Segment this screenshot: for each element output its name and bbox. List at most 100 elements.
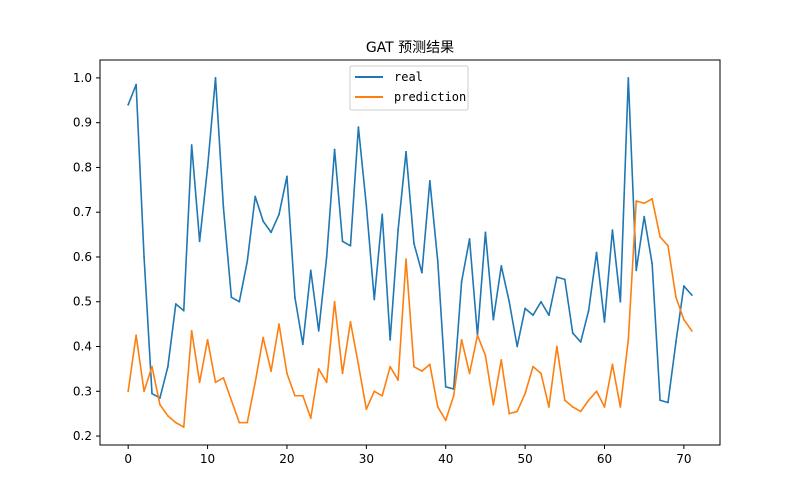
data-point-real [516,345,519,348]
data-point-prediction [159,403,161,406]
data-point-real [166,365,169,368]
data-point-real [635,269,638,272]
data-point-prediction [301,394,304,397]
data-point-prediction [548,406,550,408]
data-point-real [484,231,487,234]
data-point-real [468,238,471,240]
data-point-real [397,229,399,232]
x-axis: 0 10 20 30 40 50 60 70 [124,445,692,466]
x-tick-label: 20 [279,452,294,466]
data-point-prediction [571,406,574,408]
y-tick-label: 0.6 [73,250,92,264]
legend-label-real: real [394,70,423,84]
data-point-real [159,397,161,399]
data-point-prediction [421,370,423,373]
data-point-real [309,269,312,272]
data-point-prediction [500,359,503,361]
data-point-prediction [667,244,669,247]
data-point-real [262,220,265,223]
data-point-prediction [555,345,558,348]
data-point-prediction [222,376,225,379]
data-point-real [563,278,566,281]
data-point-real [349,244,352,247]
series-line-real [127,77,693,404]
data-point-prediction [127,390,130,393]
data-point-real [524,307,527,310]
data-point-real [460,280,463,283]
data-point-prediction [182,426,185,428]
data-point-real [444,385,447,388]
data-point-real [381,213,384,216]
data-point-real [341,240,344,243]
data-point-prediction [317,368,320,370]
data-point-real [667,401,669,404]
data-point-real [675,341,677,343]
data-point-prediction [524,392,527,395]
data-point-prediction [198,381,201,384]
data-point-real [627,77,630,79]
data-point-prediction [174,421,177,424]
data-point-prediction [309,417,312,420]
data-point-real [238,300,241,303]
data-point-prediction [452,394,455,397]
data-point-real [365,204,368,207]
data-point-real [548,314,550,317]
legend-label-prediction: prediction [394,90,466,104]
data-point-real [127,103,130,106]
data-point-real [611,229,614,232]
x-tick-label: 0 [124,452,132,466]
data-point-real [222,206,225,209]
data-point-prediction [444,419,447,422]
data-point-prediction [238,421,241,424]
data-point-prediction [611,363,614,366]
data-point-real [214,77,217,79]
data-point-prediction [532,365,534,368]
data-point-real [508,300,511,303]
data-point-real [135,83,138,86]
data-point-real [421,271,423,274]
data-point-prediction [682,318,685,321]
data-point-prediction [492,403,495,406]
data-point-real [357,126,360,129]
data-point-prediction [206,338,209,341]
y-tick-label: 1.0 [73,71,92,85]
data-point-real [532,314,534,317]
series-points-prediction [127,197,693,428]
data-point-prediction [214,381,217,384]
data-point-prediction [341,372,344,375]
data-point-real [659,399,661,402]
data-point-prediction [365,408,368,411]
x-tick-label: 40 [438,452,453,466]
data-point-real [301,343,304,346]
data-point-prediction [333,300,336,303]
y-tick-label: 0.5 [73,295,92,309]
series-points-real [127,77,693,404]
y-tick-label: 0.8 [73,160,92,174]
data-point-prediction [381,394,384,397]
data-point-real [571,332,574,334]
data-point-real [643,215,646,218]
data-point-prediction [675,296,677,299]
data-point-prediction [230,399,233,402]
data-point-real [500,265,503,267]
data-point-prediction [540,372,542,375]
data-point-real [595,251,598,254]
data-point-real [143,256,145,258]
data-point-real [555,276,558,279]
data-point-prediction [293,394,296,397]
y-tick-label: 0.7 [73,205,92,219]
data-point-real [230,296,233,299]
data-point-prediction [460,338,463,341]
data-point-prediction [587,399,590,402]
data-point-real [270,231,272,234]
data-point-prediction [262,336,265,339]
data-point-prediction [436,406,439,408]
data-point-prediction [563,399,566,402]
data-point-real [182,309,185,312]
data-point-real [579,341,582,343]
data-point-real [325,256,328,258]
x-tick-label: 50 [517,452,532,466]
data-point-prediction [246,421,249,424]
data-point-real [190,144,193,146]
